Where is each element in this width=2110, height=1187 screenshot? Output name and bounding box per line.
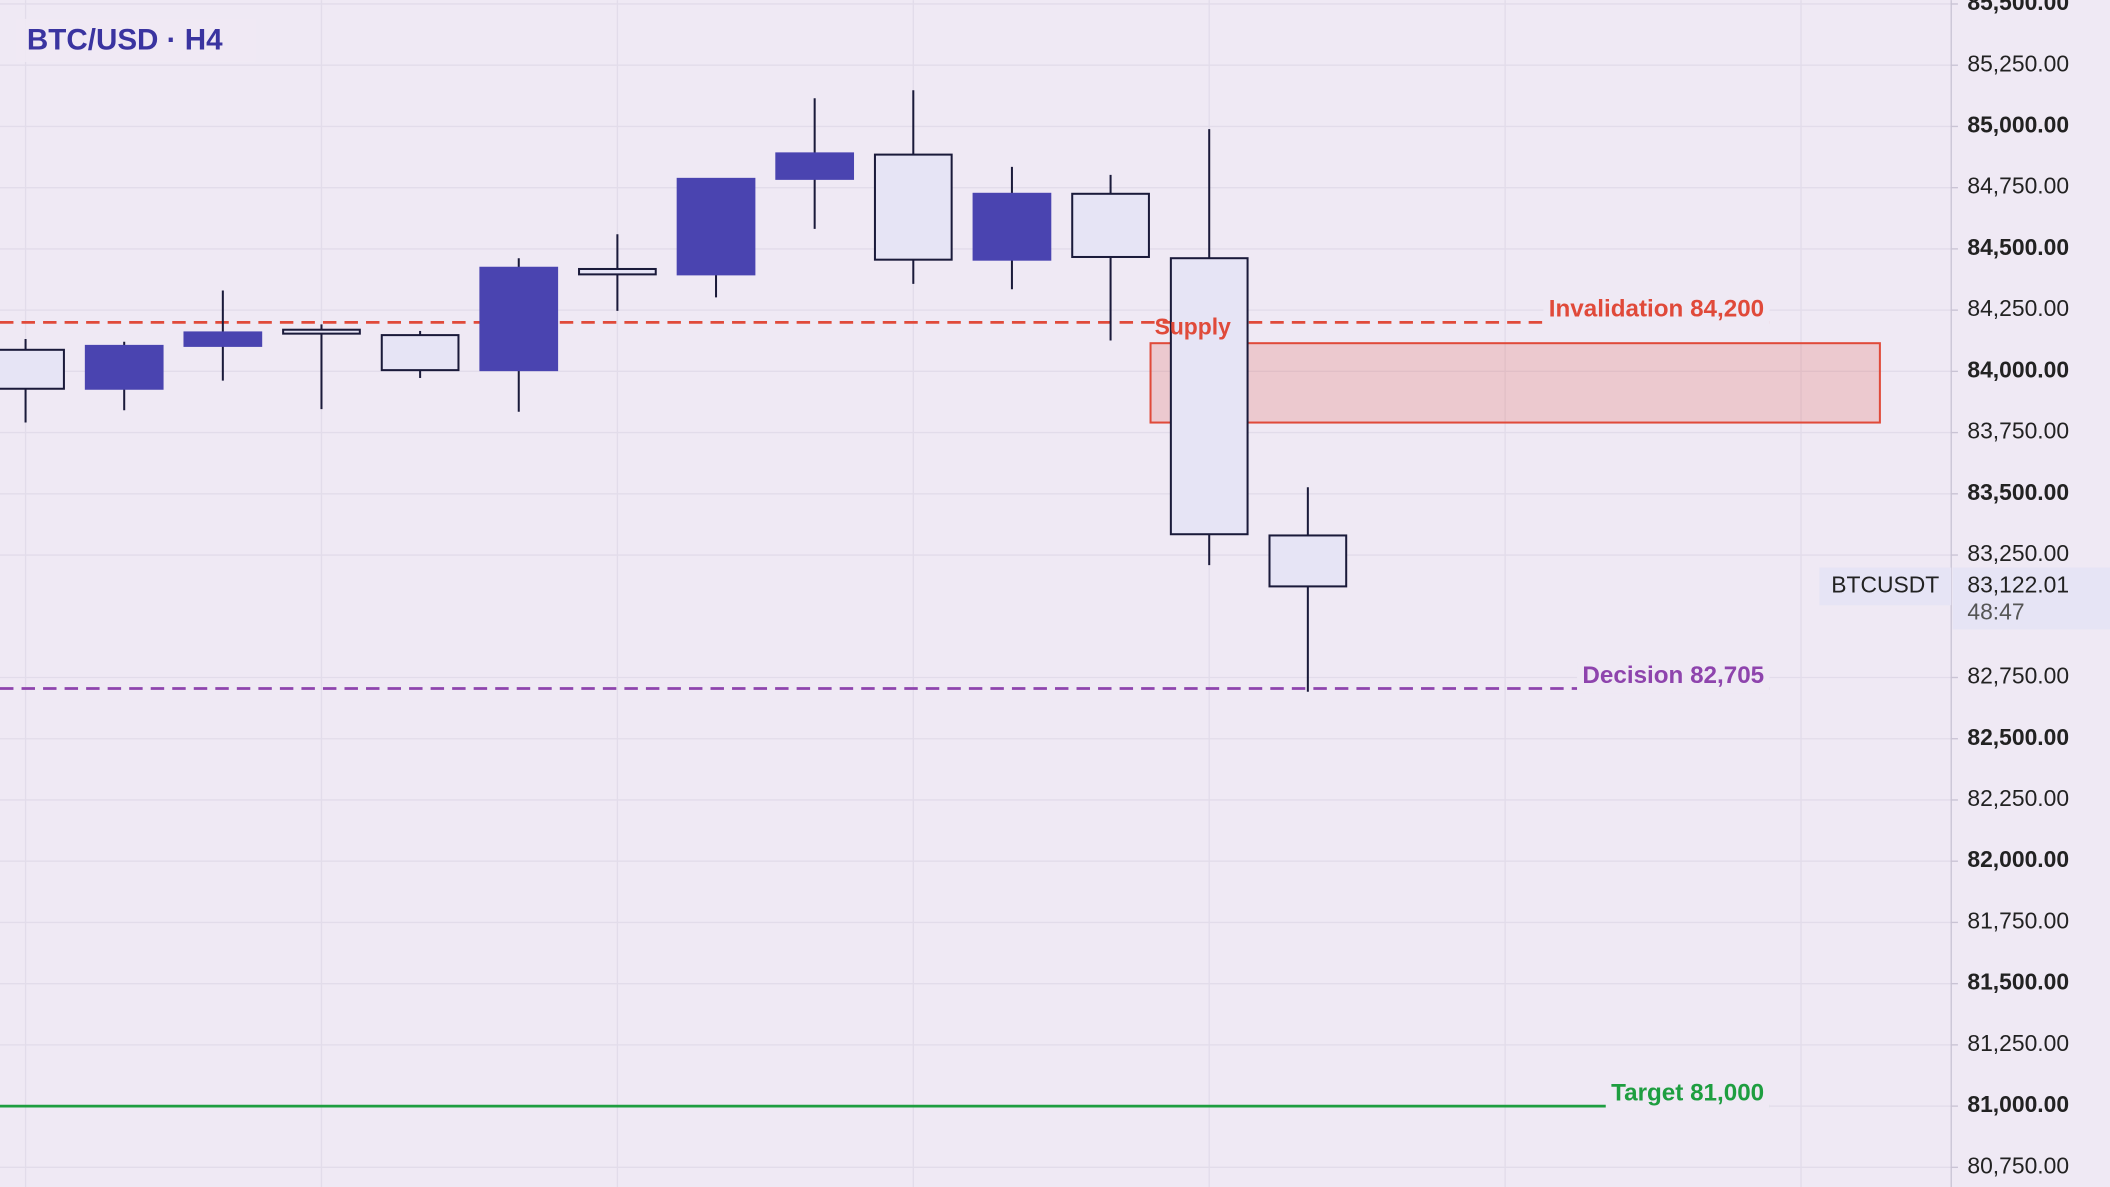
title-bg — [16, 18, 256, 62]
price-tag-bg — [1952, 567, 2110, 630]
candle-body — [0, 348, 65, 390]
price-axis: 80,750.00 81,000.00 81,250.00 81,500.00 81,7… — [1819, 0, 2110, 1178]
y-tick-label: 85,000.00 — [1967, 111, 2069, 137]
candle-body — [1169, 257, 1249, 536]
chart-title: BTC/USD · H4 — [27, 24, 223, 57]
level-label-bg — [1605, 1079, 1770, 1112]
y-tick-label: 83,250.00 — [1967, 540, 2069, 566]
candle-body — [380, 334, 460, 372]
y-tick-label: 81,000.00 — [1967, 1091, 2069, 1117]
y-tick-label: 82,250.00 — [1967, 785, 2069, 811]
y-tick-label: 84,000.00 — [1967, 356, 2069, 382]
candle-body — [282, 328, 361, 335]
candle-body — [775, 152, 855, 180]
level-label-bg — [1543, 295, 1770, 328]
y-tick-label: 84,500.00 — [1967, 234, 2069, 260]
y-tick-label: 81,500.00 — [1967, 969, 2069, 995]
level-label: Decision 82,705 — [1582, 662, 1764, 689]
y-tick-label: 85,250.00 — [1967, 50, 2069, 76]
level-label: Invalidation 84,200 — [1549, 296, 1764, 323]
candle-body — [1268, 534, 1348, 588]
candle-body — [1071, 192, 1150, 258]
plot-area: Supply Invalidation 84,200 Decision 82,705… — [0, 90, 1881, 1112]
zone-label: Supply — [1155, 313, 1231, 339]
y-tick-label: 81,250.00 — [1967, 1030, 2069, 1056]
grid — [0, 0, 1952, 1187]
price-tag: 83,122.01 — [1967, 571, 2069, 597]
supply-zone — [1149, 342, 1881, 424]
y-tick-label: 84,750.00 — [1967, 173, 2069, 199]
level-label-bg — [1577, 661, 1770, 694]
y-tick-label: 82,750.00 — [1967, 663, 2069, 689]
candle-body — [972, 192, 1052, 261]
candle-body — [183, 331, 263, 347]
y-tick-label: 83,500.00 — [1967, 479, 2069, 505]
candle-body — [676, 177, 756, 276]
symbol-tag: BTCUSDT — [1831, 571, 1939, 597]
level-label: Target 81,000 — [1611, 1079, 1764, 1106]
candle-body — [479, 266, 559, 372]
candle-body — [84, 344, 164, 390]
symbol-tag-bg — [1819, 567, 1952, 606]
y-tick-label: 82,000.00 — [1967, 846, 2069, 872]
y-tick-label: 81,750.00 — [1967, 907, 2069, 933]
y-tick-label: 85,500.00 — [1967, 0, 2069, 15]
candle-body — [873, 153, 953, 261]
y-tick-label: 82,500.00 — [1967, 724, 2069, 750]
y-tick-label: 80,750.00 — [1967, 1152, 2069, 1178]
y-tick-label: 84,250.00 — [1967, 295, 2069, 321]
y-tick-label: 83,750.00 — [1967, 418, 2069, 444]
countdown: 48:47 — [1967, 598, 2024, 624]
candle-body — [578, 267, 657, 276]
